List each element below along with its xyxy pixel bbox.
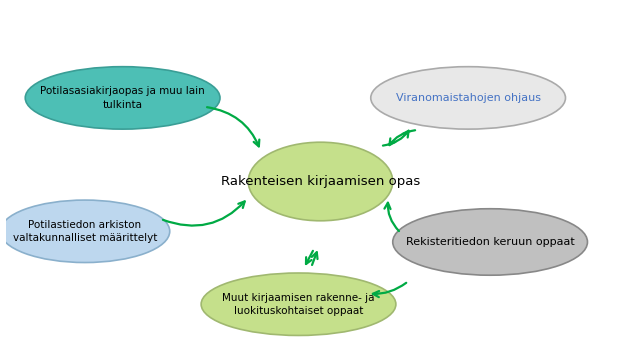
Text: Rekisteritiedon keruun oppaat: Rekisteritiedon keruun oppaat [406,237,574,247]
Ellipse shape [25,67,220,129]
Ellipse shape [370,67,565,129]
Ellipse shape [248,142,393,221]
Ellipse shape [0,200,170,262]
Text: Viranomaistahojen ohjaus: Viranomaistahojen ohjaus [395,93,540,103]
Text: Potilasasiakirjaopas ja muu lain
tulkinta: Potilasasiakirjaopas ja muu lain tulkint… [40,86,205,110]
Ellipse shape [393,209,588,275]
Text: Rakenteisen kirjaamisen opas: Rakenteisen kirjaamisen opas [221,175,420,188]
Text: Muut kirjaamisen rakenne- ja
luokituskohtaiset oppaat: Muut kirjaamisen rakenne- ja luokituskoh… [222,293,375,316]
Text: Potilastiedon arkiston
valtakunnalliset määrittelyt: Potilastiedon arkiston valtakunnalliset … [13,220,157,243]
Ellipse shape [201,273,396,335]
